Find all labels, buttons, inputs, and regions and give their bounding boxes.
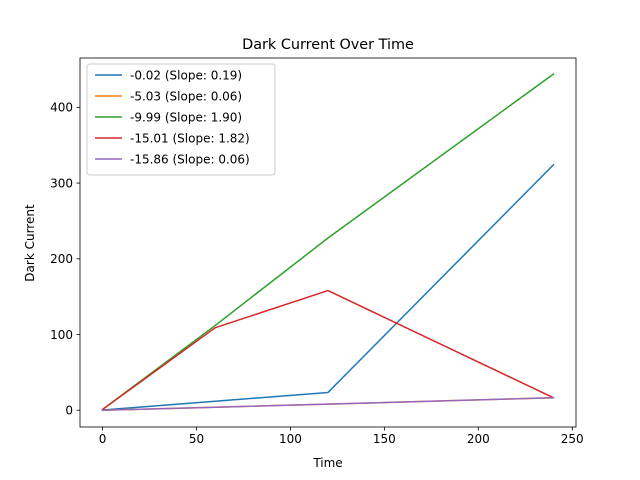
series-line-5 (101, 396, 555, 411)
legend-entry-label: -5.03 (Slope: 0.06) (130, 89, 242, 103)
series-line-4 (101, 289, 555, 411)
plot-area-frame (79, 57, 577, 428)
x-tick-label: 100 (279, 432, 302, 446)
x-tick-label: 200 (467, 432, 490, 446)
y-tick-label: 200 (50, 252, 73, 266)
legend-entry-label: -15.01 (Slope: 1.82) (130, 131, 250, 145)
x-tick-label: 150 (373, 432, 396, 446)
series-line-3 (101, 73, 555, 411)
legend-entry-label: -0.02 (Slope: 0.19) (130, 68, 242, 82)
y-tick-label: 400 (50, 101, 73, 115)
x-tick-label: 250 (561, 432, 584, 446)
legend-entry-label: -9.99 (Slope: 1.90) (130, 110, 242, 124)
legend: -0.02 (Slope: 0.19) -5.03 (Slope: 0.06) -9… (86, 63, 276, 176)
x-axis-label: Time (312, 456, 342, 470)
y-tick-label: 0 (65, 404, 73, 418)
axis-ticks: 0 50 100 150 200 250 0 100 200 300 400 (50, 101, 584, 446)
x-tick-label: 50 (189, 432, 204, 446)
x-tick-label: 0 (99, 432, 107, 446)
y-axis-label: Dark Current (23, 204, 37, 282)
y-tick-label: 300 (50, 176, 73, 190)
y-tick-label: 100 (50, 328, 73, 342)
legend-entry-label: -15.86 (Slope: 0.06) (130, 152, 250, 166)
legend-box (86, 63, 276, 176)
chart-title: Dark Current Over Time (242, 37, 414, 53)
series-lines (101, 73, 555, 412)
